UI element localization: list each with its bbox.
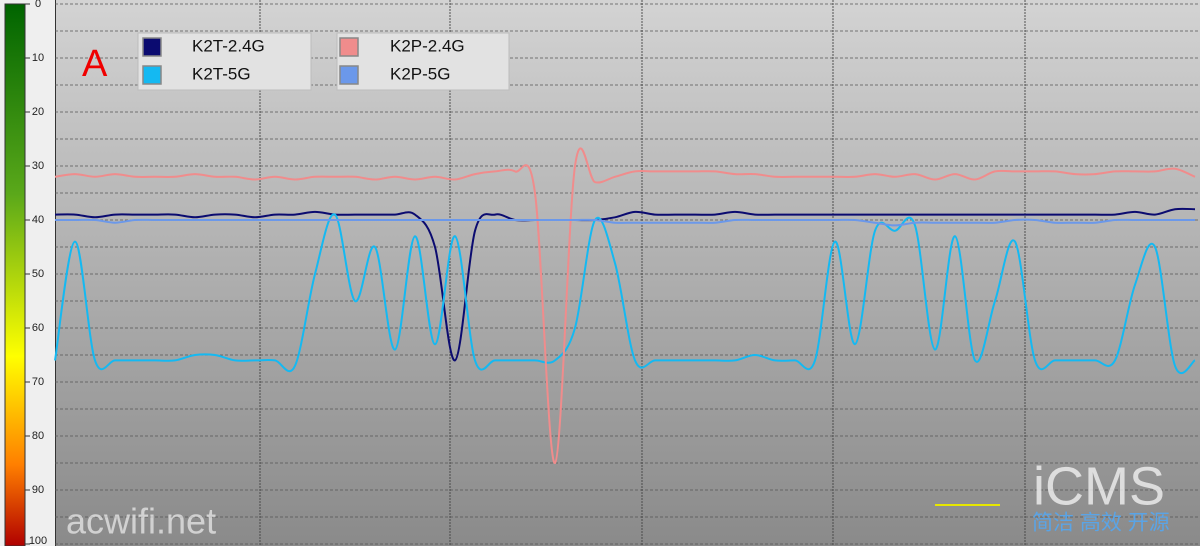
watermark: iCMS bbox=[1033, 456, 1165, 516]
legend-label: K2T-2.4G bbox=[192, 36, 265, 55]
series-line bbox=[54, 147, 1196, 465]
legend-swatch bbox=[142, 37, 162, 57]
legend-label: K2P-2.4G bbox=[390, 36, 465, 55]
y-tick-label: 20 bbox=[32, 106, 44, 118]
y-tick-label: 100 bbox=[29, 535, 47, 546]
y-tick-label: 30 bbox=[32, 160, 44, 172]
legend-box bbox=[336, 32, 510, 91]
y-tick-label: 40 bbox=[32, 214, 44, 226]
legend-box bbox=[137, 32, 312, 91]
series-line bbox=[54, 207, 1196, 362]
legend-label: K2P-5G bbox=[390, 64, 450, 83]
series-line bbox=[55, 218, 1195, 227]
color-scale bbox=[4, 3, 26, 546]
y-tick-label: 10 bbox=[32, 52, 44, 64]
y-tick-label: 90 bbox=[32, 484, 44, 496]
y-tick-label: 50 bbox=[32, 268, 44, 280]
plot-area bbox=[55, 0, 1200, 546]
y-tick-label: 70 bbox=[32, 376, 44, 388]
annotation: A bbox=[82, 43, 108, 85]
watermark: 简洁 高效 开源 bbox=[1032, 512, 1170, 535]
legend-label: K2T-5G bbox=[192, 64, 251, 83]
series-line bbox=[54, 213, 1196, 375]
legend-swatch bbox=[339, 37, 359, 57]
legend-swatch bbox=[142, 65, 162, 85]
y-tick-label: 80 bbox=[32, 430, 44, 442]
watermark: acwifi.net bbox=[66, 501, 216, 542]
y-tick-label: 60 bbox=[32, 322, 44, 334]
legend-swatch bbox=[339, 65, 359, 85]
y-tick-label: 0 bbox=[35, 0, 41, 10]
